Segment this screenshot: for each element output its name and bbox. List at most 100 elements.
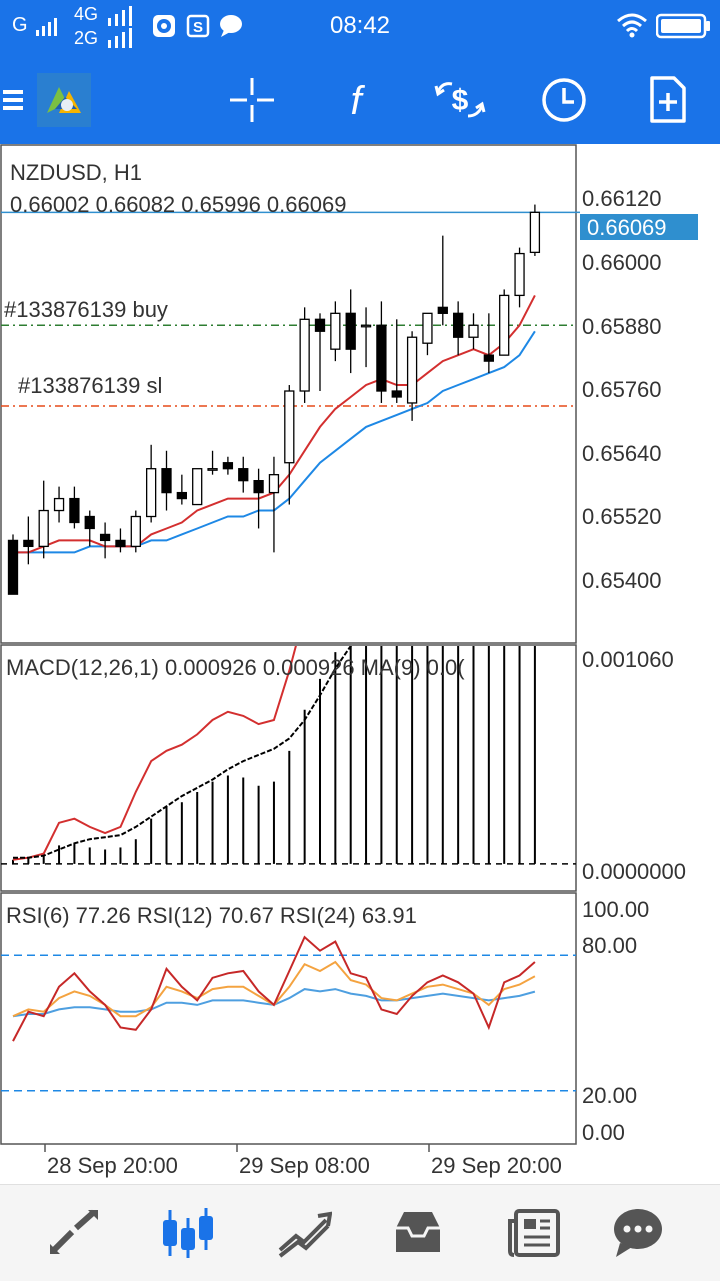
- macd-main-line: [12, 646, 297, 861]
- candle-body: [437, 306, 448, 314]
- s-app-icon: S: [186, 14, 210, 38]
- svg-text:f: f: [350, 79, 365, 123]
- svg-text:$: $: [452, 84, 469, 117]
- nav-messages[interactable]: [606, 1203, 670, 1263]
- function-icon: f: [350, 79, 365, 123]
- metatrader-logo-icon: [37, 73, 91, 127]
- add-document-icon: [650, 76, 686, 123]
- menu-button[interactable]: [0, 70, 28, 130]
- clock-icon: [542, 78, 586, 122]
- macd-panel-frame: [0, 644, 577, 892]
- candle-body: [253, 480, 264, 494]
- nav-news[interactable]: [502, 1203, 566, 1263]
- dual-signal-icon: [108, 6, 132, 48]
- candle-body: [468, 324, 479, 338]
- nav-trade[interactable]: [272, 1203, 336, 1263]
- status-bar: G 4G 2G S 08:42: [0, 0, 720, 56]
- time-tick-1: 28 Sep 20:00: [47, 1153, 178, 1178]
- candle-body: [207, 468, 218, 471]
- candle-body: [130, 515, 141, 548]
- candle-body: [452, 312, 464, 338]
- macd-tick-top: 0.001060: [582, 647, 674, 672]
- messages-icon: [614, 1209, 662, 1257]
- rsi-tick-20: 20.00: [582, 1083, 637, 1108]
- candle-body: [145, 468, 157, 518]
- candle-body: [391, 390, 402, 398]
- candle-body: [69, 497, 80, 524]
- trade-icon: [278, 1211, 332, 1258]
- chart-canvas[interactable]: NZDUSD, H1 0.66002 0.66082 0.65996 0.660…: [0, 144, 720, 1184]
- candle-body: [345, 312, 356, 350]
- new-order-button[interactable]: $: [430, 70, 490, 130]
- add-template-button[interactable]: [638, 70, 698, 130]
- battery-icon: [656, 13, 710, 39]
- candle-body: [53, 497, 65, 512]
- candle-body: [192, 468, 203, 506]
- news-icon: [508, 1209, 560, 1257]
- candle-body: [314, 318, 326, 332]
- candle-body: [7, 539, 19, 595]
- price-layer: [1, 204, 580, 595]
- symbol-label: NZDUSD, H1: [10, 160, 142, 185]
- candle-body: [529, 211, 541, 254]
- candle-body: [99, 533, 111, 542]
- browser-icon: [153, 15, 175, 37]
- candle-body: [238, 468, 249, 482]
- svg-text:S: S: [193, 19, 203, 36]
- chat-bubble-icon: [220, 15, 242, 37]
- candle-body: [499, 294, 510, 356]
- macd-label: MACD(12,26,1) 0.000926 0.000926 MA(9) 0.…: [6, 655, 465, 680]
- macd-signal-line: [13, 646, 353, 859]
- price-tick-65880: 0.65880: [582, 314, 662, 339]
- wifi-icon: [617, 13, 647, 38]
- nav-quotes[interactable]: [42, 1203, 106, 1263]
- price-tick-65520: 0.65520: [582, 504, 662, 529]
- clock-time: 08:42: [329, 12, 391, 39]
- indicators-button[interactable]: f: [326, 70, 386, 130]
- buy-order-label[interactable]: #133876139 buy: [4, 297, 168, 322]
- candle-body: [299, 318, 310, 392]
- current-price-badge: [580, 214, 698, 240]
- timeframe-button[interactable]: [534, 70, 594, 130]
- rsi-tick-0: 0.00: [582, 1120, 625, 1145]
- bottom-navigation: [0, 1184, 720, 1281]
- current-price-value: 0.66069: [587, 215, 667, 240]
- network-type-4g: 4G: [74, 4, 99, 24]
- candle-body: [222, 462, 234, 470]
- rsi-tick-100: 100.00: [582, 897, 649, 922]
- candle-body: [115, 539, 126, 548]
- chart-icon: [163, 1208, 213, 1258]
- metatrader-logo[interactable]: [36, 72, 92, 128]
- price-tick-65760: 0.65760: [582, 377, 662, 402]
- time-tick-2: 29 Sep 08:00: [239, 1153, 370, 1178]
- price-panel-frame: [0, 144, 577, 644]
- nav-history[interactable]: [386, 1203, 450, 1263]
- candle-body: [161, 468, 172, 494]
- time-tick-3: 29 Sep 20:00: [431, 1153, 562, 1178]
- candle-body: [176, 491, 188, 500]
- rsi-layer: [1, 935, 576, 1092]
- nav-chart[interactable]: [156, 1203, 220, 1263]
- rsi-label: RSI(6) 77.26 RSI(12) 70.67 RSI(24) 63.91: [6, 903, 417, 928]
- quotes-icon: [50, 1209, 98, 1254]
- rsi-6-line: [12, 935, 536, 1042]
- candle-body: [422, 312, 433, 344]
- crosshair-icon: [230, 78, 274, 122]
- toolbar: f $: [0, 56, 720, 144]
- candle-body: [23, 539, 34, 548]
- price-tick-65640: 0.65640: [582, 441, 662, 466]
- macd-tick-zero: 0.0000000: [582, 859, 686, 884]
- candle-body: [376, 324, 387, 392]
- stop-loss-label[interactable]: #133876139 sl: [18, 373, 162, 398]
- chart-area[interactable]: NZDUSD, H1 0.66002 0.66082 0.65996 0.660…: [0, 144, 720, 1184]
- network-type-2g: 2G: [74, 28, 99, 48]
- candle-body: [406, 336, 418, 404]
- history-icon: [396, 1212, 440, 1252]
- candle-body: [268, 474, 280, 494]
- crosshair-button[interactable]: [222, 70, 282, 130]
- ohlc-label: 0.66002 0.66082 0.65996 0.66069: [10, 192, 346, 217]
- price-tick-65400: 0.65400: [582, 568, 662, 593]
- dollar-exchange-icon: $: [434, 82, 486, 118]
- candle-body: [514, 252, 525, 297]
- candle-body: [84, 515, 95, 530]
